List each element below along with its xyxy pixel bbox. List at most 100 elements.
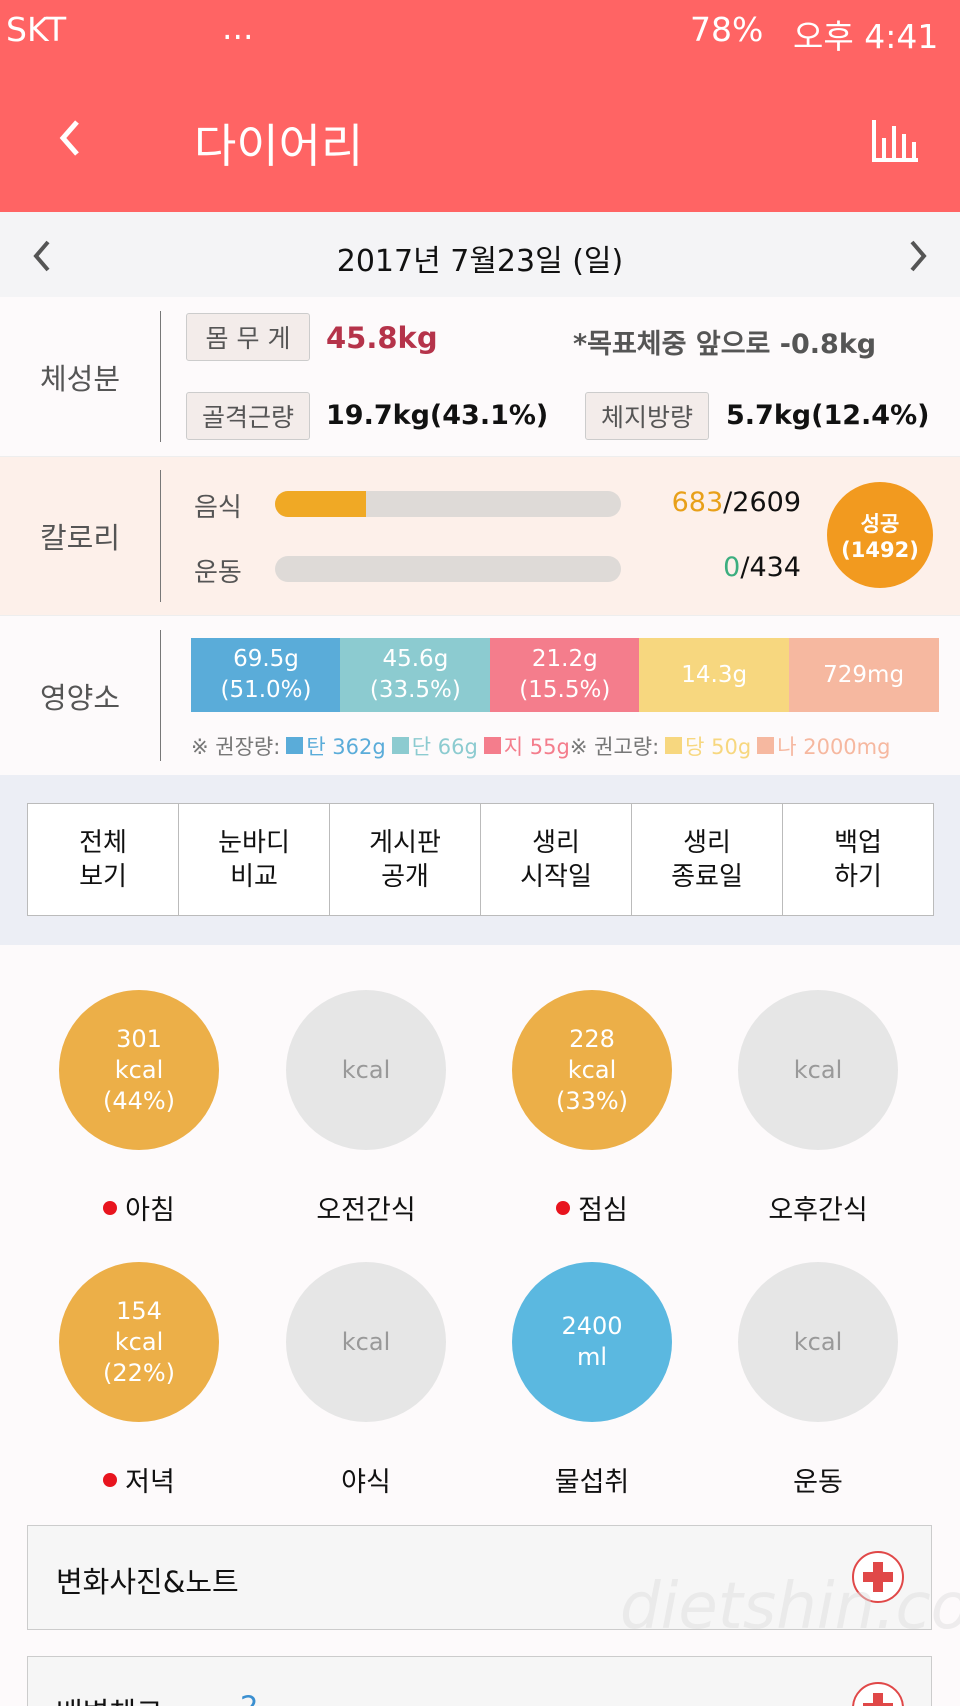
date-bar [0, 212, 960, 297]
separator: / [723, 487, 733, 518]
meal-name: 오전간식 [316, 1195, 416, 1226]
nutrient-amount: 21.2g [531, 646, 598, 672]
section-label: 체성분 [39, 361, 121, 396]
legend-item: 당 50g [685, 735, 752, 759]
meal-label: 점심 [482, 1188, 702, 1227]
nutrient-segment: 45.6g (33.5%) [340, 638, 491, 712]
button-line: 눈바디 [218, 827, 290, 858]
record-dot [556, 1200, 571, 1215]
button-line: 생리 [683, 827, 731, 858]
divider [160, 311, 161, 442]
legend-swatch [483, 737, 501, 754]
meal-circle[interactable]: 228 kcal (33%) [512, 990, 672, 1150]
legend-item: ※ 권장량: [191, 735, 281, 759]
meal-circle[interactable]: kcal [738, 1262, 898, 1422]
meal-circle[interactable]: kcal [286, 1262, 446, 1422]
meal-value: kcal [793, 1327, 843, 1356]
button-line: 공개 [381, 861, 429, 892]
note-card[interactable] [27, 1656, 932, 1706]
nutrient-segment: 14.3g [639, 638, 790, 712]
meal-value: kcal [341, 1055, 391, 1084]
add-button[interactable] [852, 1682, 904, 1706]
calorie-row-label: 음식 [194, 493, 242, 523]
menu-button[interactable]: 생리 시작일 [480, 803, 632, 916]
progress-track [275, 556, 621, 582]
button-line: 전체 [79, 827, 127, 858]
card-title: 변화사진&노트 [56, 1565, 239, 1599]
button-line: 생리 [532, 827, 580, 858]
date-label[interactable]: 2017년 7월23일 (일) [336, 244, 624, 279]
meal-name: 물섭취 [554, 1467, 630, 1498]
button-line: 백업 [834, 827, 882, 858]
meal-value: (44%) [102, 1086, 176, 1115]
meal-value: (33%) [555, 1086, 629, 1115]
button-line: 비교 [230, 861, 278, 892]
meal-name: 운동 [793, 1467, 843, 1498]
meal-name: 오후간식 [768, 1195, 868, 1226]
nutrient-amount: 14.3g [681, 661, 748, 688]
section-label: 영양소 [39, 680, 121, 715]
top-bar [0, 0, 960, 212]
nutrient-amount: 729mg [823, 661, 905, 688]
meal-circle[interactable]: 301 kcal (44%) [59, 990, 219, 1150]
meal-label: 운동 [708, 1460, 928, 1499]
prev-date[interactable] [30, 238, 54, 274]
meal-label: 물섭취 [482, 1460, 702, 1499]
meal-circle[interactable]: kcal [286, 990, 446, 1150]
nutrient-share: (15.5%) [519, 677, 611, 703]
calorie-count: 683/2609 [672, 487, 801, 518]
add-button[interactable] [852, 1551, 904, 1603]
divider [160, 470, 161, 602]
nutrient-share: (51.0%) [220, 677, 312, 703]
nutrient-segment: 729mg [788, 638, 939, 712]
menu-button[interactable]: 게시판 공개 [329, 803, 481, 916]
note-card[interactable] [27, 1525, 932, 1630]
menu-button[interactable]: 백업 하기 [782, 803, 934, 916]
section-label: 칼로리 [39, 521, 121, 555]
nutrient-segment: 21.2g (15.5%) [489, 638, 640, 712]
meal-value: kcal [567, 1055, 617, 1084]
menu-button[interactable]: 눈바디 비교 [178, 803, 330, 916]
meal-circle[interactable]: 2400 ml [512, 1262, 672, 1422]
record-dot [103, 1200, 118, 1215]
nutrient-segment: 69.5g (51.0%) [191, 638, 341, 712]
divider [160, 630, 161, 761]
goal-note: *목표체중 앞으로 -0.8kg [573, 329, 877, 360]
button-line: 하기 [834, 861, 882, 892]
clock: 오후 4:41 [793, 17, 939, 56]
notification-more: ... [222, 8, 254, 47]
nutrient-legend: ※ 권장량: 탄 362g 단 66g 지 55g※ 권고량: 당 50g 나 2000m… [191, 731, 890, 761]
meal-circle[interactable]: 154 kcal (22%) [59, 1262, 219, 1422]
meal-name: 야식 [341, 1467, 391, 1498]
meal-value: kcal [341, 1327, 391, 1356]
calorie-current: 683 [671, 487, 724, 518]
next-date[interactable] [906, 238, 930, 274]
back-button[interactable] [55, 118, 85, 158]
nutrient-amount: 45.6g [382, 646, 449, 672]
meal-name: 저녁 [125, 1467, 175, 1498]
meal-value: 2400 [561, 1312, 623, 1340]
menu-button[interactable]: 생리 종료일 [631, 803, 783, 916]
calorie-row-label: 운동 [194, 558, 242, 588]
calorie-current: 0 [723, 552, 741, 583]
stats-button[interactable] [870, 118, 920, 164]
meal-label: 오전간식 [256, 1188, 476, 1227]
legend-swatch [286, 737, 304, 754]
button-line: 시작일 [520, 861, 592, 892]
meal-name: 점심 [578, 1195, 628, 1226]
fat-value: 5.7kg(12.4%) [726, 400, 930, 431]
battery-level: 78% [690, 10, 764, 49]
nutrient-amount: 69.5g [233, 646, 299, 672]
progress-fill [275, 491, 366, 517]
meal-circle[interactable]: kcal [738, 990, 898, 1150]
button-line: 게시판 [369, 827, 441, 858]
legend-item: ※ 권고량: [569, 735, 660, 759]
legend-swatch [665, 737, 683, 754]
record-dot [103, 1472, 118, 1487]
menu-button[interactable]: 전체 보기 [27, 803, 179, 916]
legend-item: 지 55g [503, 735, 570, 759]
chip: 골격근량 [186, 392, 310, 440]
meal-name: 아침 [125, 1195, 175, 1226]
separator: / [740, 552, 750, 583]
